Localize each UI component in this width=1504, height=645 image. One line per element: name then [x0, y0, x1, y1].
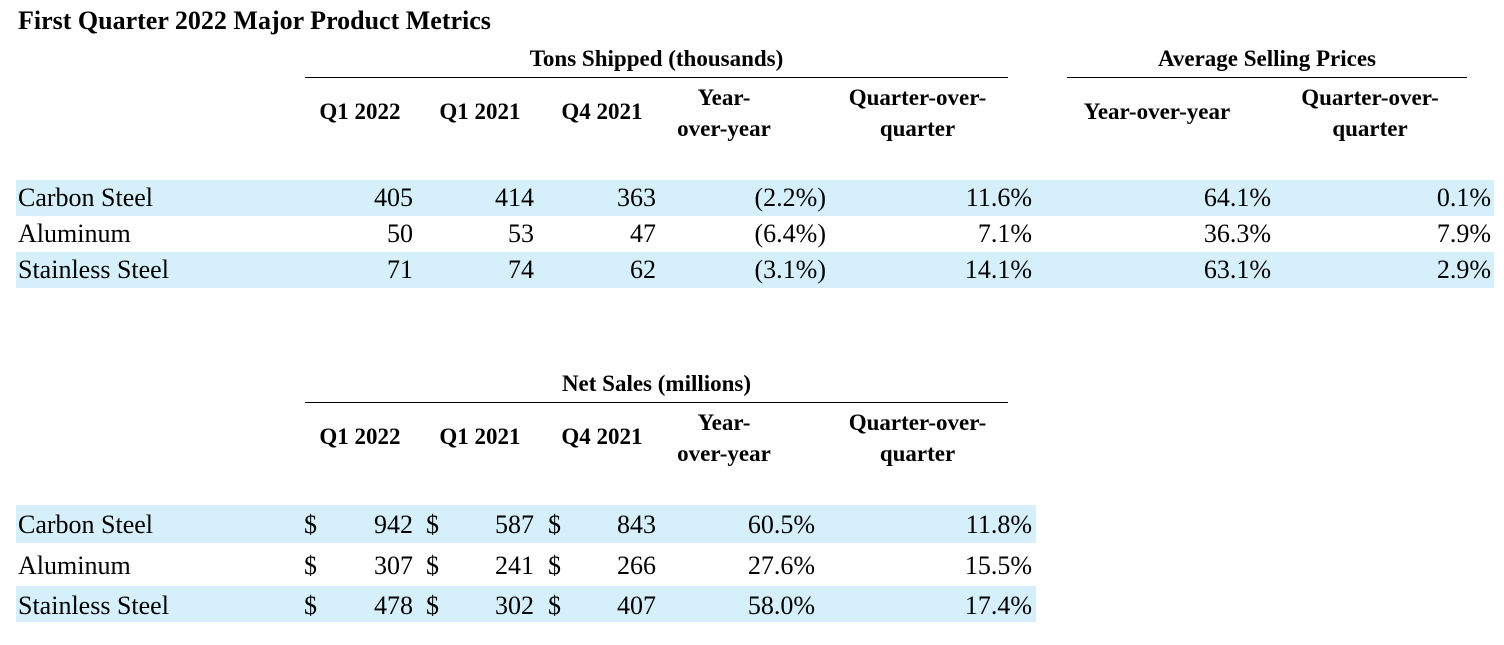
sales-col-header: Q4 2021 — [561, 424, 643, 449]
sales-rule — [305, 402, 1008, 403]
table-cell: 64.1% — [1203, 183, 1271, 212]
table-cell: 587 — [495, 510, 534, 539]
tons-col-header: Q1 2021 — [439, 99, 521, 124]
table-cell: 47 — [630, 219, 656, 248]
table-cell: 7.1% — [977, 219, 1032, 248]
row-label: Stainless Steel — [18, 591, 169, 620]
currency-symbol: $ — [548, 510, 561, 539]
table-cell: 74 — [508, 255, 534, 284]
table-cell: 266 — [617, 551, 656, 580]
table-cell: 0.1% — [1436, 183, 1491, 212]
currency-symbol: $ — [426, 551, 439, 580]
table-cell: 478 — [374, 591, 413, 620]
table-cell: 7.9% — [1436, 219, 1491, 248]
table-cell: 241 — [495, 551, 534, 580]
tons-col-header: Q4 2021 — [561, 99, 643, 124]
row-band — [16, 505, 1036, 543]
currency-symbol: $ — [548, 591, 561, 620]
currency-symbol: $ — [304, 551, 317, 580]
table-cell: 63.1% — [1203, 255, 1271, 284]
asp-col-header: Quarter-over-quarter — [1301, 85, 1439, 141]
row-label: Carbon Steel — [18, 510, 154, 539]
sales-col-header: Quarter-over-quarter — [848, 410, 987, 466]
row-label: Aluminum — [18, 219, 131, 248]
asp-col-header: Year-over-year — [1083, 99, 1231, 124]
table-cell: (6.4%) — [754, 219, 826, 248]
currency-symbol: $ — [548, 551, 561, 580]
table-cell: 36.3% — [1203, 219, 1271, 248]
currency-symbol: $ — [304, 591, 317, 620]
sales-group-title: Net Sales (millions) — [561, 371, 752, 396]
table-cell: 407 — [617, 591, 656, 620]
currency-symbol: $ — [426, 510, 439, 539]
row-label: Aluminum — [18, 551, 131, 580]
table-cell: 14.1% — [964, 255, 1032, 284]
table-cell: 71 — [387, 255, 413, 284]
currency-symbol: $ — [304, 510, 317, 539]
table-cell: 53 — [508, 219, 534, 248]
table-cell: 62 — [630, 255, 656, 284]
page-title: First Quarter 2022 Major Product Metrics — [18, 6, 491, 35]
sales-col-header: Q1 2022 — [319, 424, 401, 449]
row-band — [16, 586, 1036, 622]
sales-col-header: Year-over-year — [677, 410, 771, 466]
table-cell: 405 — [374, 183, 413, 212]
table-cell: 27.6% — [747, 551, 815, 580]
row-label: Stainless Steel — [18, 255, 169, 284]
table-cell: 60.5% — [747, 510, 815, 539]
currency-symbol: $ — [426, 591, 439, 620]
asp-rule — [1067, 77, 1467, 78]
table-cell: (2.2%) — [754, 183, 826, 212]
row-label: Carbon Steel — [18, 183, 154, 212]
table-cell: 942 — [374, 510, 413, 539]
tons-group-title: Tons Shipped (thousands) — [529, 46, 784, 71]
tons-col-header: Year-over-year — [677, 85, 771, 141]
table-cell: 58.0% — [747, 591, 815, 620]
table-cell: 11.8% — [965, 510, 1032, 539]
table-cell: 302 — [495, 591, 534, 620]
asp-group-title: Average Selling Prices — [1157, 46, 1376, 71]
table-cell: (3.1%) — [754, 255, 826, 284]
row-band — [16, 252, 1494, 288]
tons-col-header: Quarter-over-quarter — [848, 85, 987, 141]
table-cell: 50 — [387, 219, 413, 248]
table-cell: 2.9% — [1436, 255, 1491, 284]
table-cell: 843 — [617, 510, 656, 539]
tons-rule — [305, 77, 1008, 78]
sales-col-header: Q1 2021 — [439, 424, 521, 449]
row-band — [16, 180, 1494, 216]
table-cell: 414 — [495, 183, 534, 212]
tons-col-header: Q1 2022 — [319, 99, 401, 124]
table-cell: 15.5% — [964, 551, 1032, 580]
table-cell: 307 — [374, 551, 413, 580]
table-cell: 363 — [617, 183, 656, 212]
table-cell: 17.4% — [964, 591, 1032, 620]
table-cell: 11.6% — [965, 183, 1032, 212]
